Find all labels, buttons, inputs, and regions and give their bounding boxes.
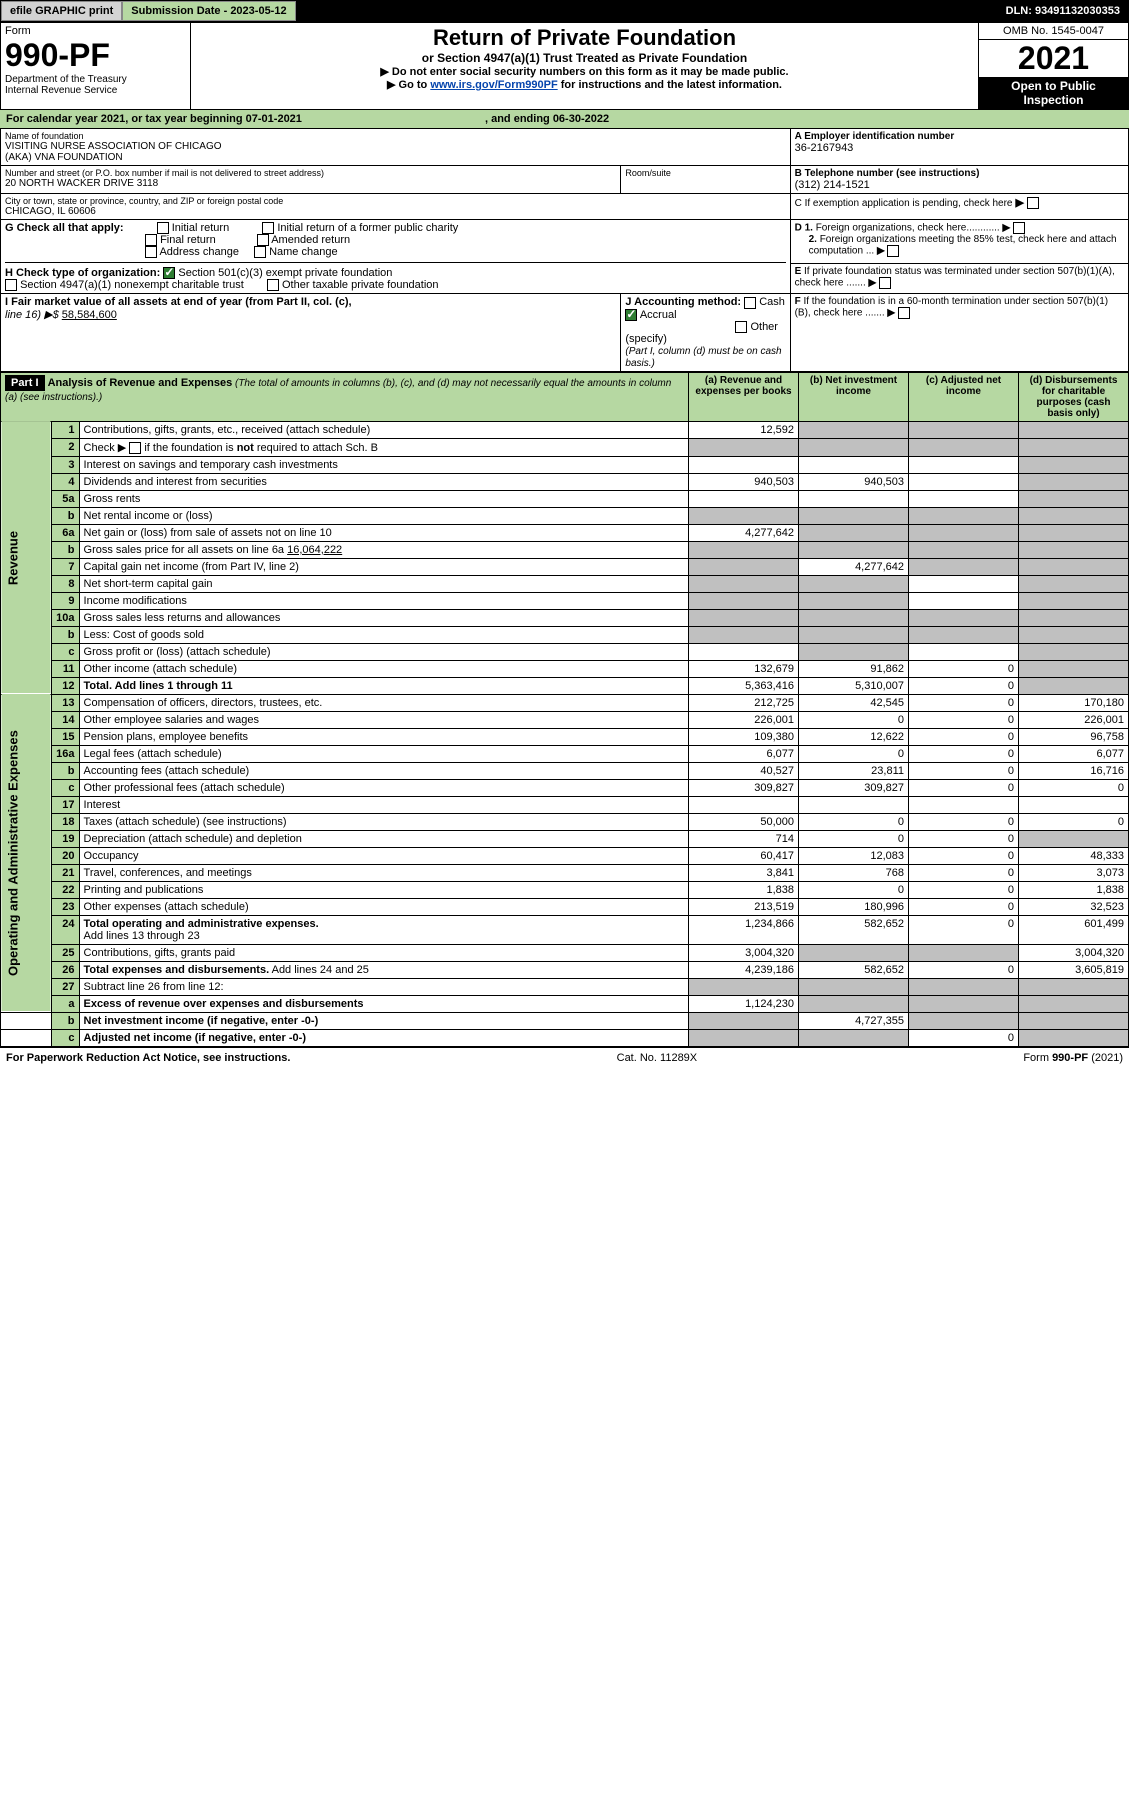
ein-value: 36-2167943 <box>795 142 1124 154</box>
form-subtitle: or Section 4947(a)(1) Trust Treated as P… <box>195 51 974 65</box>
form-number: 990-PF <box>5 37 186 74</box>
city-value: CHICAGO, IL 60606 <box>5 206 786 217</box>
address-label: Number and street (or P.O. box number if… <box>5 168 616 178</box>
foundation-name: VISITING NURSE ASSOCIATION OF CHICAGO <box>5 141 786 152</box>
line2-checkbox[interactable] <box>129 442 141 454</box>
h-other-checkbox[interactable] <box>267 279 279 291</box>
c-label: C If exemption application is pending, c… <box>795 198 1013 209</box>
room-label: Room/suite <box>625 168 785 178</box>
j-other-checkbox[interactable] <box>735 321 747 333</box>
form-header-table: Form 990-PF Department of the Treasury I… <box>0 22 1129 110</box>
col-a-header: (a) Revenue and expenses per books <box>689 372 799 421</box>
h-label: H Check type of organization: <box>5 267 160 279</box>
name-label: Name of foundation <box>5 131 786 141</box>
form-title: Return of Private Foundation <box>195 25 974 51</box>
j-accrual-checkbox[interactable] <box>625 309 637 321</box>
form-instruction-1: ▶ Do not enter social security numbers o… <box>195 65 974 78</box>
j-note: (Part I, column (d) must be on cash basi… <box>625 346 781 369</box>
pra-notice: For Paperwork Reduction Act Notice, see … <box>6 1052 290 1064</box>
f-checkbox[interactable] <box>898 307 910 319</box>
page-footer: For Paperwork Reduction Act Notice, see … <box>0 1047 1129 1068</box>
c-checkbox[interactable] <box>1027 197 1039 209</box>
g-address-checkbox[interactable] <box>145 246 157 258</box>
top-bar: efile GRAPHIC print Submission Date - 20… <box>0 0 1129 22</box>
ein-label: A Employer identification number <box>795 131 1124 142</box>
open-to-public: Open to Public Inspection <box>979 77 1128 109</box>
h-501c3-checkbox[interactable] <box>163 267 175 279</box>
address-value: 20 NORTH WACKER DRIVE 3118 <box>5 178 616 189</box>
g-final-checkbox[interactable] <box>145 234 157 246</box>
tel-label: B Telephone number (see instructions) <box>795 168 1124 179</box>
form-word: Form <box>5 25 186 37</box>
g-name-checkbox[interactable] <box>254 246 266 258</box>
d2-label: 2. Foreign organizations meeting the 85%… <box>795 234 1124 257</box>
part1-label: Part I <box>5 375 45 391</box>
submission-date: Submission Date - 2023-05-12 <box>122 1 295 21</box>
city-label: City or town, state or province, country… <box>5 196 786 206</box>
col-d-header: (d) Disbursements for charitable purpose… <box>1019 372 1129 421</box>
identification-table: Name of foundation VISITING NURSE ASSOCI… <box>0 128 1129 372</box>
col-b-header: (b) Net investment income <box>799 372 909 421</box>
dln: DLN: 93491132030353 <box>998 2 1128 20</box>
irs-label: Internal Revenue Service <box>5 85 186 96</box>
expenses-section-label: Operating and Administrative Expenses <box>1 694 52 1012</box>
d2-checkbox[interactable] <box>887 245 899 257</box>
j-label: J Accounting method: <box>625 296 741 308</box>
efile-print-button[interactable]: efile GRAPHIC print <box>1 1 122 21</box>
d1-label: D 1. Foreign organizations, check here..… <box>795 222 1124 234</box>
f-label: If the foundation is in a 60-month termi… <box>795 296 1109 319</box>
revenue-section-label: Revenue <box>1 421 52 694</box>
j-cash-checkbox[interactable] <box>744 297 756 309</box>
g-label: G Check all that apply: <box>5 222 124 234</box>
form-instruction-2: ▶ Go to www.irs.gov/Form990PF for instru… <box>195 78 974 91</box>
tel-value: (312) 214-1521 <box>795 179 1124 191</box>
e-label: If private foundation status was termina… <box>795 266 1115 289</box>
form-ref: Form 990-PF (2021) <box>1023 1052 1123 1064</box>
foundation-aka: (AKA) VNA FOUNDATION <box>5 152 786 163</box>
omb-number: OMB No. 1545-0047 <box>979 23 1128 40</box>
cat-number: Cat. No. 11289X <box>617 1052 698 1064</box>
i-value: 58,584,600 <box>62 309 117 321</box>
part1-table: Part I Analysis of Revenue and Expenses … <box>0 372 1129 1047</box>
calendar-year-row: For calendar year 2021, or tax year begi… <box>0 110 1129 128</box>
g-initial-former-checkbox[interactable] <box>262 222 274 234</box>
dept-treasury: Department of the Treasury <box>5 74 186 85</box>
g-initial-checkbox[interactable] <box>157 222 169 234</box>
e-checkbox[interactable] <box>879 277 891 289</box>
d1-checkbox[interactable] <box>1013 222 1025 234</box>
col-c-header: (c) Adjusted net income <box>909 372 1019 421</box>
i-label: I Fair market value of all assets at end… <box>5 296 352 308</box>
part1-title: Analysis of Revenue and Expenses <box>48 377 233 389</box>
h-4947-checkbox[interactable] <box>5 279 17 291</box>
g-amended-checkbox[interactable] <box>257 234 269 246</box>
tax-year: 2021 <box>979 40 1128 77</box>
form990pf-link[interactable]: www.irs.gov/Form990PF <box>430 79 557 91</box>
